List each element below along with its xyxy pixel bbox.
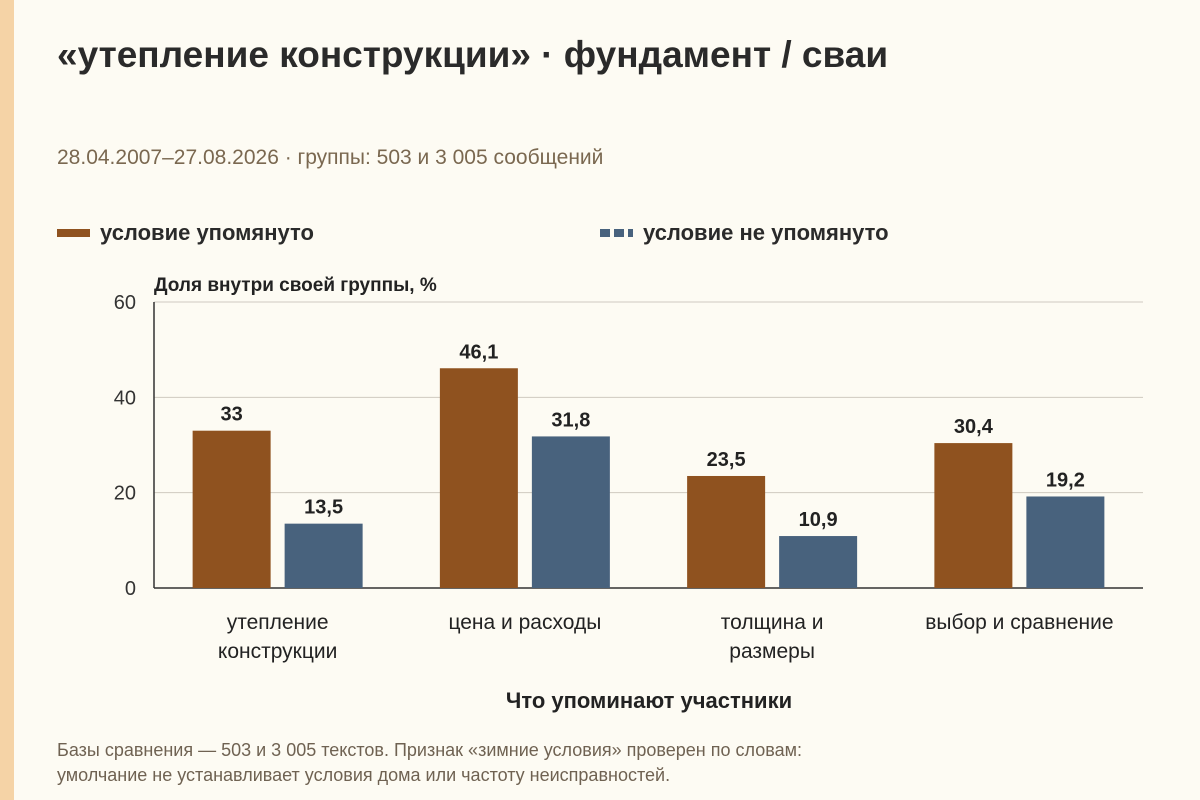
y-tick-label: 60 [114, 292, 136, 314]
bar-value-label: 10,9 [799, 509, 838, 531]
accent-strip [0, 0, 14, 800]
footnote-line-2: умолчание не устанавливает условия дома … [57, 765, 671, 785]
y-tick-label: 20 [114, 483, 136, 505]
bar [934, 443, 1013, 588]
chart-title: «утепление конструкции» · фундамент / св… [57, 34, 889, 75]
y-tick-label: 0 [125, 578, 136, 600]
bar [284, 523, 363, 588]
legend-label-mentioned: условие упомянуто [100, 220, 314, 245]
footnote-line-1: Базы сравнения — 503 и 3 005 текстов. Пр… [57, 740, 802, 760]
legend-item-mentioned: условие упомянуто [57, 219, 314, 247]
bar [1026, 496, 1105, 588]
x-tick-label: утепление [227, 611, 329, 634]
bar-value-label: 46,1 [459, 341, 498, 363]
bar-value-label: 23,5 [707, 449, 746, 471]
y-axis-label: Доля внутри своей группы, % [154, 275, 437, 296]
legend-swatch-not-mentioned [600, 229, 633, 237]
x-axis-label: Что упоминают участники [506, 688, 792, 713]
x-tick-label: толщина и [721, 611, 824, 634]
legend-label-not-mentioned: условие не упомянуто [643, 220, 889, 245]
bar-value-label: 33 [221, 404, 243, 426]
bar [192, 430, 271, 588]
legend-swatch-mentioned [57, 229, 90, 237]
bar-value-label: 30,4 [954, 416, 994, 438]
x-tick-label: цена и расходы [448, 611, 601, 634]
bar-value-label: 31,8 [551, 409, 590, 431]
bar [439, 368, 518, 588]
x-tick-label: размеры [729, 640, 815, 663]
bar-value-label: 13,5 [304, 497, 343, 519]
x-tick-label: конструкции [218, 640, 337, 663]
footnote: Базы сравнения — 503 и 3 005 текстов. Пр… [57, 738, 1177, 788]
bar [687, 475, 766, 588]
chart-subtitle: 28.04.2007–27.08.2026 · группы: 503 и 3 … [57, 146, 604, 169]
legend-item-not-mentioned: условие не упомянуто [600, 219, 889, 247]
y-tick-label: 40 [114, 387, 136, 409]
bar [531, 436, 610, 588]
bar [779, 536, 858, 588]
bar-value-label: 19,2 [1046, 469, 1085, 491]
x-tick-label: выбор и сравнение [925, 611, 1113, 634]
